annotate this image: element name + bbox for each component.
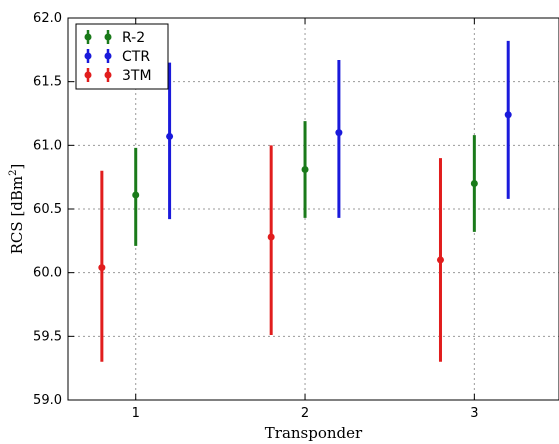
y-axis-label-superscript: 2 (8, 169, 19, 175)
x-axis-label: Transponder (265, 424, 363, 442)
data-point (470, 180, 478, 188)
y-tick-label: 59.5 (33, 329, 62, 344)
data-point (436, 256, 444, 264)
y-tick-label: 61.0 (33, 138, 62, 153)
legend-label: CTR (122, 49, 150, 65)
data-point (98, 264, 106, 272)
data-point (132, 191, 140, 199)
y-axis-label: RCS [dBm2] (8, 164, 26, 255)
plot-frame (67, 17, 559, 401)
series-3tm (98, 145, 444, 362)
series-ctr (166, 40, 512, 220)
legend-marker-icon (104, 71, 112, 79)
legend-marker-icon (104, 33, 112, 41)
y-tick-label: 62.0 (33, 11, 62, 26)
y-tick-label: 61.5 (33, 75, 62, 90)
legend-marker-icon (104, 52, 112, 60)
y-axis-label-text: RCS [dBm (8, 176, 26, 255)
x-tick-label: 3 (470, 406, 478, 421)
y-tick-label: 60.5 (33, 202, 62, 217)
legend: R-2 CTR 3TM (75, 23, 169, 90)
y-tick-label: 60.0 (33, 266, 62, 281)
series-layer (98, 40, 512, 362)
series-r-2 (132, 121, 478, 246)
tick-labels: 59.0 59.5 60.0 60.5 61.0 61.5 62.0 1 2 3 (33, 11, 478, 421)
x-tick-label: 2 (301, 406, 309, 421)
y-axis-label-close: ] (8, 164, 26, 170)
legend-marker-icon (84, 33, 92, 41)
x-tick-label: 1 (132, 406, 140, 421)
data-point (267, 233, 275, 241)
legend-item: R-2 (84, 30, 145, 46)
y-tick-label: 59.0 (33, 393, 62, 408)
legend-marker-icon (84, 52, 92, 60)
data-point (301, 166, 309, 174)
legend-label: R-2 (122, 30, 145, 46)
data-point (335, 129, 343, 137)
legend-marker-icon (84, 71, 92, 79)
data-point (166, 132, 174, 140)
legend-item: 3TM (84, 68, 152, 84)
legend-item: CTR (84, 49, 150, 65)
legend-label: 3TM (122, 68, 152, 84)
data-point (504, 111, 512, 119)
